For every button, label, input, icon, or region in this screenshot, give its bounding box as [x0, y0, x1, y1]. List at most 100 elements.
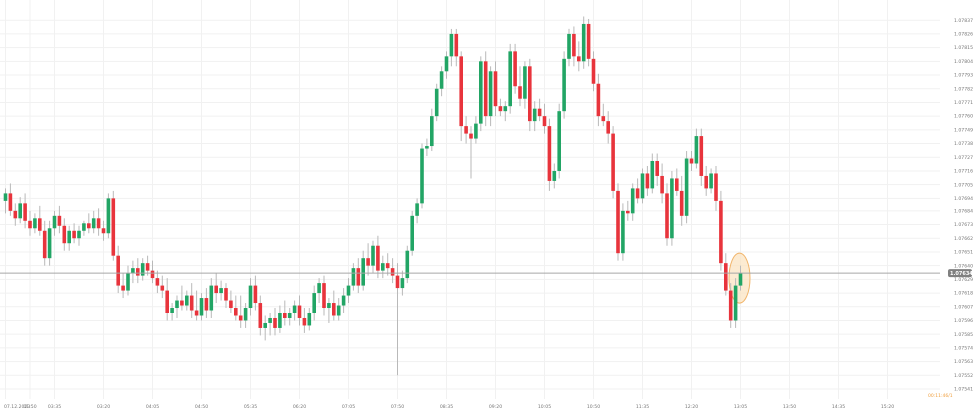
candle[interactable] [537, 98, 542, 122]
candle[interactable] [38, 205, 42, 236]
candle[interactable] [341, 288, 346, 313]
candle[interactable] [371, 240, 375, 274]
candle[interactable] [278, 305, 282, 333]
candle[interactable] [155, 270, 160, 294]
candle[interactable] [733, 278, 738, 328]
candle[interactable] [493, 61, 498, 117]
candle[interactable] [327, 298, 331, 323]
candle[interactable] [439, 66, 444, 97]
candle[interactable] [650, 153, 655, 194]
candle[interactable] [224, 283, 228, 309]
candle[interactable] [62, 218, 67, 251]
candle[interactable] [214, 273, 218, 304]
candle[interactable] [23, 193, 27, 229]
candle[interactable] [145, 255, 150, 276]
candle[interactable] [116, 245, 120, 294]
candle[interactable] [96, 208, 101, 236]
candle[interactable] [361, 250, 365, 291]
candle[interactable] [483, 51, 488, 127]
candle[interactable] [518, 66, 522, 107]
candle[interactable] [351, 263, 356, 291]
candle[interactable] [503, 101, 508, 122]
candle[interactable] [591, 51, 596, 92]
candle[interactable] [52, 210, 57, 236]
candle[interactable] [248, 278, 253, 316]
candle[interactable] [263, 315, 267, 341]
candle[interactable] [170, 303, 174, 321]
candle[interactable] [13, 203, 18, 226]
candle[interactable] [106, 193, 111, 239]
candle[interactable] [258, 295, 263, 336]
candle[interactable] [219, 280, 223, 301]
candle[interactable] [283, 300, 287, 326]
candle[interactable] [567, 28, 571, 67]
candle[interactable] [572, 26, 576, 67]
candle[interactable] [640, 168, 645, 204]
candle[interactable] [420, 143, 424, 209]
candle[interactable] [346, 278, 351, 304]
candle[interactable] [738, 265, 743, 291]
candle[interactable] [121, 273, 125, 299]
candle[interactable] [185, 290, 189, 311]
candle[interactable] [689, 151, 694, 171]
candle[interactable] [434, 83, 439, 122]
candle[interactable] [660, 163, 664, 204]
candle[interactable] [336, 298, 341, 321]
candle[interactable] [312, 285, 316, 321]
candle[interactable] [577, 41, 581, 72]
candle[interactable] [596, 73, 601, 127]
candle[interactable] [356, 258, 361, 294]
candle[interactable] [229, 290, 233, 313]
candle[interactable] [621, 203, 625, 261]
candle[interactable] [33, 213, 37, 234]
candle[interactable] [150, 260, 155, 284]
candle[interactable] [611, 126, 615, 199]
candle[interactable] [140, 258, 145, 281]
candle[interactable] [665, 183, 669, 246]
candle[interactable] [635, 178, 640, 204]
candle[interactable] [630, 183, 635, 221]
candle[interactable] [165, 278, 169, 321]
candle[interactable] [67, 225, 71, 251]
candle[interactable] [557, 103, 561, 179]
candle[interactable] [459, 51, 463, 142]
candle[interactable] [547, 118, 552, 191]
candle[interactable] [131, 260, 135, 284]
candle[interactable] [728, 283, 733, 328]
candle[interactable] [699, 128, 704, 186]
candle[interactable] [719, 190, 723, 271]
candle[interactable] [498, 98, 503, 117]
candle[interactable] [322, 275, 326, 316]
candle[interactable] [474, 116, 478, 144]
candle[interactable] [253, 275, 258, 311]
candle[interactable] [415, 198, 419, 224]
candle[interactable] [694, 128, 699, 169]
candle[interactable] [238, 295, 243, 328]
candle[interactable] [136, 258, 140, 284]
candles[interactable] [3, 16, 743, 376]
candle[interactable] [709, 168, 713, 194]
candle[interactable] [704, 165, 708, 196]
candle[interactable] [243, 303, 248, 328]
candle[interactable] [126, 265, 130, 296]
candle[interactable] [8, 183, 13, 216]
candle[interactable] [317, 278, 321, 304]
candle[interactable] [626, 200, 630, 221]
candle[interactable] [395, 263, 400, 376]
candle[interactable] [204, 288, 209, 318]
candle[interactable] [581, 16, 586, 69]
candle[interactable] [714, 165, 718, 211]
candle[interactable] [42, 220, 47, 266]
candle[interactable] [400, 270, 405, 296]
candle[interactable] [444, 51, 449, 79]
candle[interactable] [430, 108, 434, 152]
candle[interactable] [385, 253, 390, 276]
candle[interactable] [425, 138, 429, 157]
candle[interactable] [18, 197, 22, 224]
candle[interactable] [724, 253, 728, 296]
candle[interactable] [47, 220, 52, 266]
candle[interactable] [586, 18, 591, 67]
candle[interactable] [302, 308, 307, 333]
candle[interactable] [523, 61, 527, 109]
